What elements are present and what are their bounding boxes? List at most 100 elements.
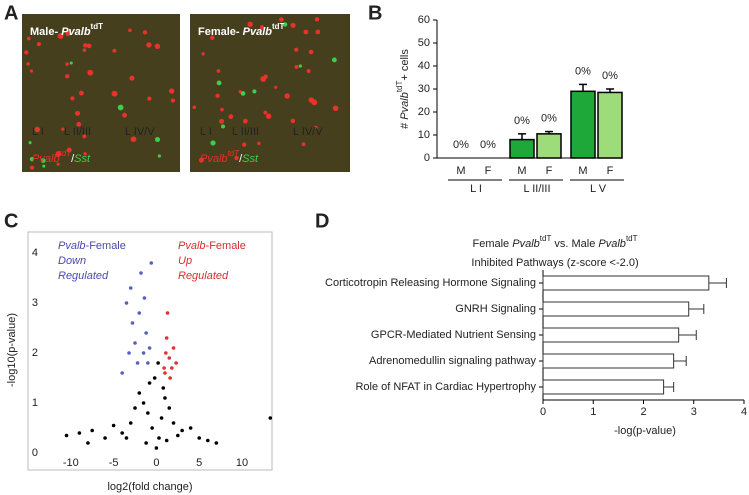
stain-label-part: / xyxy=(239,153,243,165)
stain-label-part: tdT xyxy=(228,149,241,158)
annotation-part: -Female xyxy=(206,240,246,252)
cell-dot xyxy=(66,147,72,153)
point xyxy=(146,411,150,415)
x-tick-label: 0 xyxy=(153,457,159,469)
cell-dot xyxy=(290,22,296,28)
cell-dot xyxy=(274,85,278,89)
x-tick-label: M xyxy=(517,165,526,177)
point xyxy=(164,336,169,340)
cell-dot xyxy=(315,29,321,35)
point xyxy=(170,366,174,370)
point xyxy=(135,361,140,365)
point xyxy=(77,431,82,435)
cell-dot xyxy=(228,114,234,120)
point xyxy=(90,428,95,433)
y-axis-label: -log10(p-value) xyxy=(6,313,18,387)
cell-dot xyxy=(112,48,117,53)
cell-dot xyxy=(34,126,41,133)
cell-dot xyxy=(210,140,216,146)
x-tick-label: 4 xyxy=(741,406,747,418)
y-tick-label: 60 xyxy=(418,14,430,26)
chart-title-part: Pvalb xyxy=(598,238,626,250)
x-tick-label: 0 xyxy=(540,406,546,418)
cell-dot xyxy=(284,93,291,99)
chart-title: Female PvalbtdT vs. Male PvalbtdT xyxy=(472,234,637,250)
cell-dot xyxy=(61,127,65,131)
cell-dot xyxy=(242,142,247,147)
y-tick-label: 1 xyxy=(32,397,38,409)
bar xyxy=(542,379,665,395)
bar xyxy=(542,275,710,291)
x-tick-label: -5 xyxy=(109,457,119,469)
panel-letter: C xyxy=(4,210,18,232)
bar xyxy=(536,133,562,159)
annotation-part: Pvalb xyxy=(178,240,206,252)
cell-dot xyxy=(75,110,81,116)
annotation-part: Regulated xyxy=(178,270,229,282)
point xyxy=(162,366,166,370)
point xyxy=(205,438,210,443)
point xyxy=(111,423,116,428)
y-tick-label: Adrenomedullin signaling pathway xyxy=(369,355,536,367)
cell-dot xyxy=(26,62,30,66)
point xyxy=(171,346,176,350)
bar-annotation: 0% xyxy=(602,70,618,82)
point xyxy=(133,406,137,410)
bar-annotation: 0% xyxy=(575,65,591,77)
cell-dot xyxy=(314,125,318,130)
y-axis-label-part: + cells xyxy=(399,49,411,81)
plot-frame xyxy=(27,231,273,471)
annotation-part: Pvalb xyxy=(58,240,86,252)
cell-dot xyxy=(36,41,42,47)
cell-dot xyxy=(201,52,205,56)
cell-dot xyxy=(308,49,314,55)
x-tick-label: -10 xyxy=(63,457,79,469)
cell-dot xyxy=(40,158,46,163)
micrograph xyxy=(190,14,350,172)
bar-annotation: 0% xyxy=(514,115,530,127)
annotation: Regulated xyxy=(58,270,109,282)
point xyxy=(152,376,157,380)
cell-dot xyxy=(29,156,35,162)
cell-dot xyxy=(82,48,87,52)
x-tick-label: M xyxy=(578,165,587,177)
y-tick-label: 20 xyxy=(418,106,430,118)
cell-dot xyxy=(168,88,175,94)
cell-dot xyxy=(252,89,257,94)
x-tick-label: M xyxy=(456,165,465,177)
cell-dot xyxy=(216,69,221,73)
point xyxy=(137,391,142,395)
cell-dot xyxy=(210,35,215,40)
cell-dot xyxy=(220,107,224,112)
point xyxy=(150,426,154,430)
stain-label: PvalbtdT/Sst xyxy=(32,149,91,165)
y-axis-label: # PvalbtdT+ cells xyxy=(395,49,411,129)
cell-dot xyxy=(247,21,253,28)
point xyxy=(149,261,154,265)
point xyxy=(146,361,150,365)
cell-dot xyxy=(128,28,132,33)
point xyxy=(124,436,129,440)
point xyxy=(165,311,170,315)
y-tick-label: 40 xyxy=(418,60,430,72)
cell-dot xyxy=(83,43,88,48)
cell-dot xyxy=(69,61,73,65)
cell-dot xyxy=(111,90,118,97)
point xyxy=(168,376,172,380)
image-title-part: tdT xyxy=(91,22,104,31)
cell-dot xyxy=(221,124,226,129)
y-tick-label: GPCR-Mediated Nutrient Sensing xyxy=(371,329,536,341)
annotation-part: Down xyxy=(58,255,86,267)
panel-letter: B xyxy=(368,2,382,24)
point xyxy=(124,301,129,305)
cell-dot xyxy=(215,93,220,98)
point xyxy=(163,371,167,375)
y-tick-label: 2 xyxy=(32,347,38,359)
y-tick-label: 3 xyxy=(32,297,38,309)
cell-dot xyxy=(57,33,64,39)
y-tick-label: GNRH Signaling xyxy=(455,303,536,315)
bar-annotation: 0% xyxy=(541,112,557,124)
bar xyxy=(542,353,675,369)
cell-dot xyxy=(263,74,268,79)
point xyxy=(137,311,142,315)
